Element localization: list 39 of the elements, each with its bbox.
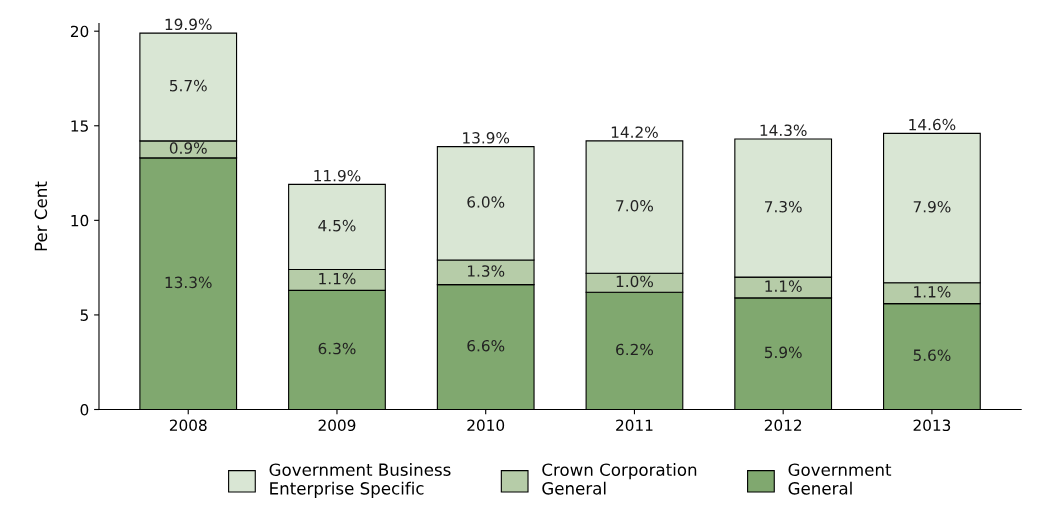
data-label: 7.9% (913, 200, 951, 213)
total-label: 14.3% (760, 124, 807, 137)
data-label: 5.7% (170, 79, 207, 92)
total-label: 14.6% (909, 118, 956, 131)
data-label: 6.2% (616, 343, 654, 356)
data-label: 5.9% (764, 346, 802, 359)
y-tick-label: 5 (80, 309, 88, 321)
y-tick-label: 0 (80, 403, 89, 416)
data-label: 4.5% (318, 219, 356, 232)
data-label: 1.3% (467, 265, 505, 277)
total-label: 19.9% (165, 18, 212, 31)
total-label: 14.2% (611, 126, 658, 138)
x-tick-label: 2011 (616, 419, 653, 432)
legend-label: Crown Corporation General (542, 463, 697, 495)
data-label: 7.3% (765, 200, 802, 213)
x-tick-label: 2009 (318, 419, 356, 432)
data-label: 0.9% (169, 142, 207, 154)
legend-label: Government Business Enterprise Specific (269, 463, 451, 498)
total-label: 13.9% (463, 132, 510, 144)
total-label: 11.9% (314, 169, 361, 182)
x-tick-label: 2010 (467, 419, 505, 432)
y-tick-label: 15 (71, 120, 88, 132)
y-tick-label: 10 (71, 214, 89, 227)
data-label: 1.1% (319, 272, 356, 285)
data-label: 1.0% (616, 275, 654, 288)
data-label: 7.0% (616, 199, 654, 212)
y-axis-title: Per Cent (34, 181, 48, 251)
data-label: 6.6% (467, 339, 505, 352)
legend-label: Government General (788, 463, 892, 495)
y-tick-label: 20 (70, 25, 89, 38)
data-label: 5.6% (913, 349, 951, 361)
x-tick-label: 2013 (913, 419, 951, 432)
data-label: 6.0% (467, 196, 505, 208)
data-label: 1.1% (765, 280, 802, 292)
x-tick-label: 2008 (169, 419, 207, 432)
x-tick-label: 2012 (764, 419, 802, 432)
data-label: 1.1% (914, 286, 951, 298)
data-label: 13.3% (165, 276, 212, 289)
data-label: 6.3% (318, 342, 356, 355)
